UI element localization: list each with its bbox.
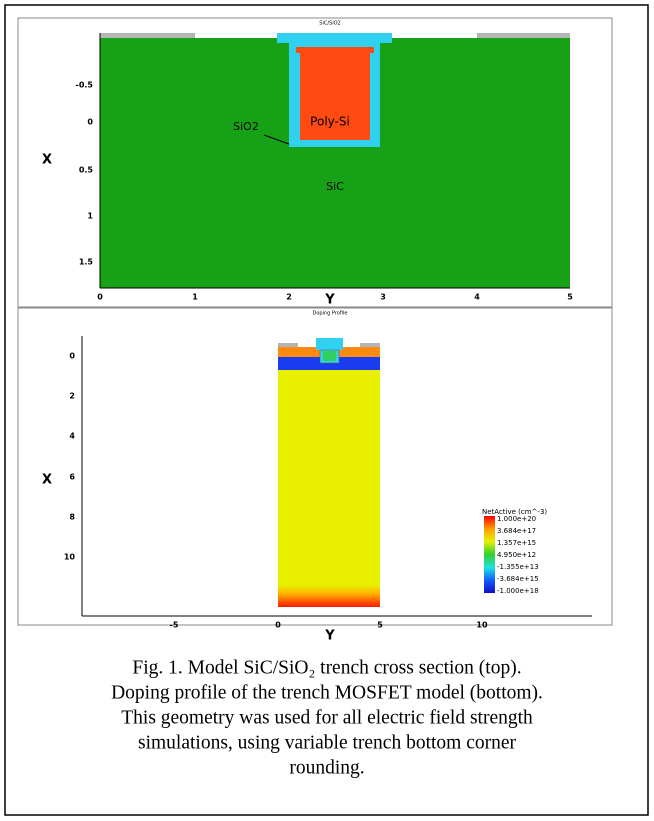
poly-si [300,53,370,140]
legend-label: 4.950e+12 [497,551,536,559]
x-tick-label: 4 [474,293,480,302]
y-tick-label: 8 [69,513,75,522]
drift-region [278,370,380,590]
x-tick-label: -5 [170,621,179,630]
y-tick-label: 10 [64,553,76,562]
y-tick-label: 0.5 [79,166,94,175]
legend-label: 3.684e+17 [497,527,536,535]
legend-label: -3.684e+15 [497,575,539,583]
caption-line: rounding. [289,757,364,778]
legend-label: -1.000e+18 [497,587,539,595]
panel-title: SiC/SiO2 [319,21,340,27]
y-tick-label: 0 [87,118,93,127]
legend-label: 1.000e+20 [497,515,536,523]
poly-cap [296,47,374,53]
y-tick-label: 4 [69,432,75,441]
legend-label: 1.357e+15 [497,539,536,547]
oxide-cap [277,33,392,43]
body-region [278,357,380,370]
x-tick-label: 5 [377,621,383,630]
y-axis-label: X [42,473,52,488]
region-label: Poly-Si [310,115,350,129]
arrow [263,134,290,145]
caption-line: This geometry was used for all electric … [121,707,533,728]
contact [100,33,195,38]
legend-label: -1.355e+13 [497,563,539,571]
caption-line: simulations, using variable trench botto… [138,732,516,753]
y-tick-label: 2 [69,392,75,401]
x-tick-label: 5 [567,293,573,302]
gate [323,351,336,361]
y-tick-label: 1 [87,212,93,221]
contact [278,343,298,347]
region-label: SiC [326,180,344,193]
x-tick-label: 1 [192,293,198,302]
colorbar [484,516,495,593]
panel-title: Doping Profile [313,311,348,317]
y-tick-label: 1.5 [79,258,94,267]
region-label: SiO2 [233,120,259,133]
y-tick-label: -0.5 [76,81,94,90]
x-tick-label: 3 [380,293,386,302]
gate-oxide [316,338,343,350]
legend-title: NetActive (cm^-3) [482,508,547,516]
x-axis-label: Y [324,629,335,644]
x-tick-label: 0 [275,621,281,630]
contact [477,33,570,38]
substrate-region [278,585,380,607]
caption-line: Fig. 1. Model SiC/SiO₂ trench cross sect… [132,657,521,678]
y-axis-label: X [42,153,52,168]
x-tick-label: 2 [286,293,292,302]
x-tick-label: 0 [97,293,103,302]
x-tick-label: 10 [476,621,488,630]
contact [360,343,380,347]
x-axis-label: Y [324,293,335,308]
y-tick-label: 0 [69,352,75,361]
y-tick-label: 6 [69,473,75,482]
caption-line: Doping profile of the trench MOSFET mode… [111,682,543,703]
